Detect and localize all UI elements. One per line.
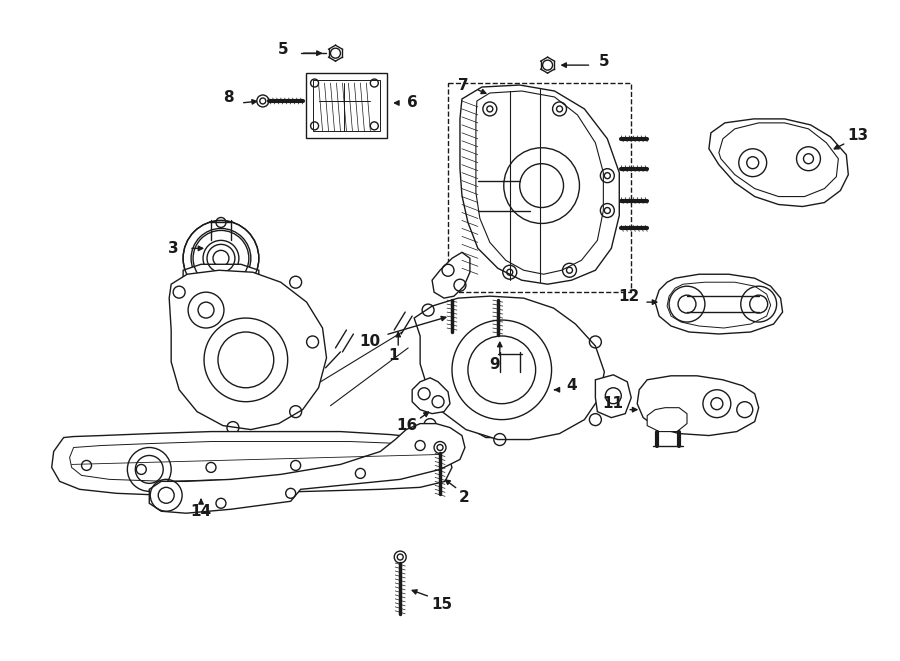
Text: 5: 5: [277, 42, 288, 57]
Circle shape: [183, 221, 259, 296]
Text: 11: 11: [603, 396, 624, 411]
Polygon shape: [460, 85, 619, 284]
Text: 16: 16: [397, 418, 418, 433]
Text: 7: 7: [457, 77, 468, 93]
Text: 13: 13: [848, 128, 868, 143]
Text: 2: 2: [459, 490, 469, 505]
Circle shape: [470, 352, 550, 432]
Polygon shape: [655, 274, 783, 334]
Polygon shape: [412, 378, 450, 414]
Polygon shape: [709, 119, 849, 206]
Bar: [312, 80, 381, 131]
Text: 4: 4: [566, 378, 577, 393]
Text: 1: 1: [388, 348, 399, 364]
Polygon shape: [432, 253, 470, 298]
Polygon shape: [169, 270, 327, 430]
Polygon shape: [468, 395, 552, 438]
Text: 8: 8: [223, 91, 234, 106]
Text: 9: 9: [490, 358, 500, 372]
Text: 6: 6: [407, 95, 418, 110]
Text: 12: 12: [618, 289, 640, 303]
Bar: [448, 83, 631, 292]
Bar: [306, 73, 387, 137]
Polygon shape: [637, 376, 759, 436]
Polygon shape: [149, 424, 465, 513]
Text: 10: 10: [360, 334, 381, 350]
Polygon shape: [51, 432, 452, 495]
Polygon shape: [647, 408, 687, 432]
Text: 15: 15: [431, 598, 453, 612]
Text: 3: 3: [168, 241, 178, 256]
Polygon shape: [596, 375, 631, 418]
Text: 5: 5: [599, 54, 609, 69]
Polygon shape: [183, 264, 259, 305]
Text: 14: 14: [191, 504, 211, 519]
Polygon shape: [414, 296, 604, 440]
